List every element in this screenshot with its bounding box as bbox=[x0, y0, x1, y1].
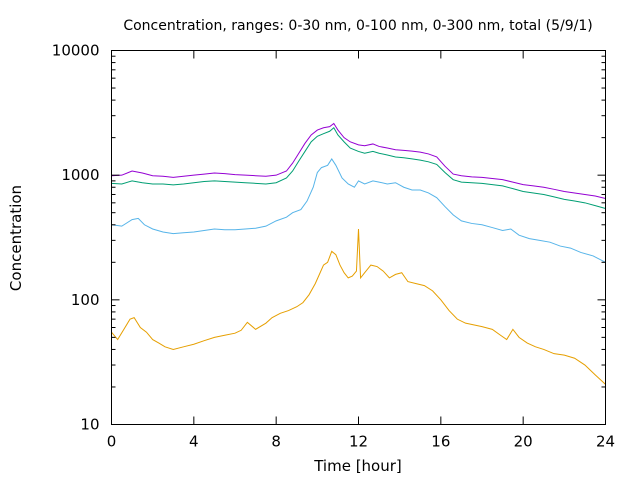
series-line-4 bbox=[111, 122, 606, 199]
series-line-1 bbox=[111, 228, 606, 385]
x-tick-label: 12 bbox=[349, 433, 368, 451]
series-line-2 bbox=[111, 157, 606, 263]
y-tick-label: 10000 bbox=[52, 42, 100, 60]
y-tick-label: 10 bbox=[80, 416, 99, 434]
chart-title: Concentration, ranges: 0-30 nm, 0-100 nm… bbox=[123, 18, 592, 34]
series-layer bbox=[111, 122, 606, 385]
y-tick-label: 100 bbox=[71, 291, 100, 309]
x-tick-label: 24 bbox=[596, 433, 615, 451]
y-tick-label: 1000 bbox=[61, 166, 99, 184]
x-tick-label: 0 bbox=[107, 433, 117, 451]
x-tick-label: 20 bbox=[514, 433, 533, 451]
x-axis-label: Time [hour] bbox=[313, 457, 402, 475]
tick-layer: 0 4 8 12 16 20 24 10 100 1000 10000 bbox=[52, 42, 615, 451]
series-line-3 bbox=[111, 126, 606, 210]
x-tick-label: 4 bbox=[189, 433, 199, 451]
y-axis-label: Concentration bbox=[7, 185, 25, 291]
x-tick-label: 8 bbox=[271, 433, 281, 451]
x-tick-label: 16 bbox=[431, 433, 450, 451]
plot-frame bbox=[111, 50, 606, 425]
